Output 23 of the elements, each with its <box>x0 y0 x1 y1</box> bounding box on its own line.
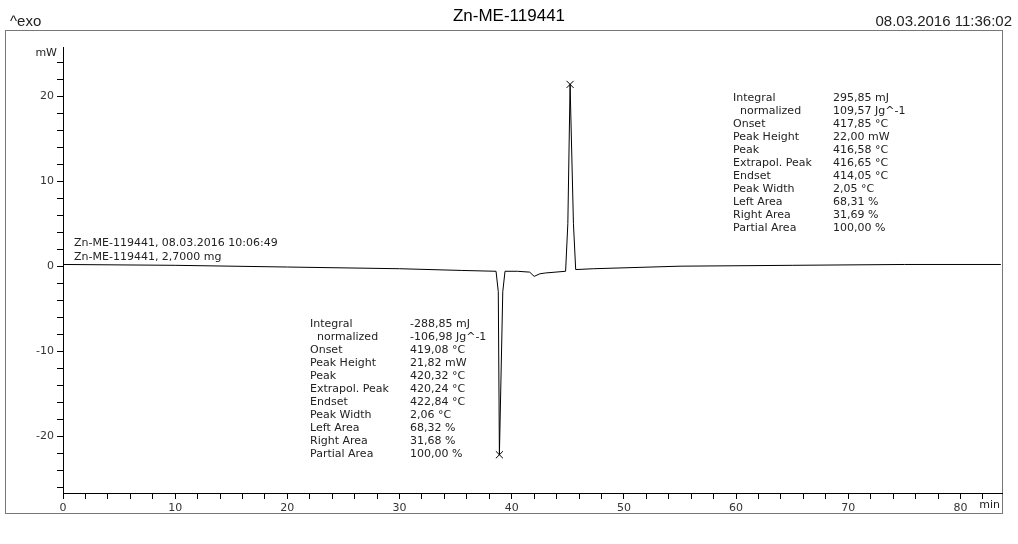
y-tick-label: -20 <box>36 428 54 442</box>
y-tick-label: 20 <box>40 89 54 103</box>
text: Integral 295,85 mJ normalized 109,57 Jg^-1 Onset 417,85 °C Peak Height 22,00 mW Peak 416,58 °C Extrapol. Peak 416,65 °C Endset 414,05 °C Peak Width 2,05 °C Left Area 68,31 % Right Area 31,69 % Partial Area 100,00 % <box>733 90 906 234</box>
x-tick-label: 30 <box>392 501 407 515</box>
text: 08.03.2016 11:36:02 <box>875 12 1012 30</box>
x-tick-label: 0 <box>59 501 67 515</box>
annotation: Zn-ME-119441, 08.03.2016 10:06:49 <box>74 235 278 249</box>
annotation: Zn-ME-119441, 2,7000 mg <box>74 249 222 263</box>
text: ^exo <box>10 12 42 30</box>
text: Integral -288,85 mJ normalized -106,98 Jg^-1 Onset 419,08 °C Peak Height 21,82 mW Peak 420,32 °C Extrapol. Peak 420,24 °C Endset 422,84 °C Peak Width 2,06 °C Left Area 68,32 % Right Area 31,68 % Partial Area 100,00 % <box>310 316 487 460</box>
y-axis-title: mW <box>35 45 58 59</box>
y-tick-label: -10 <box>36 343 54 357</box>
x-tick-label: 80 <box>953 501 968 515</box>
x-tick-label: 70 <box>841 501 856 515</box>
x-axis-title: min <box>979 497 1001 511</box>
chart-title: Zn-ME-119441 <box>452 6 566 25</box>
x-tick-label: 40 <box>504 501 519 515</box>
x-tick-label: 10 <box>168 501 183 515</box>
x-tick-label: 20 <box>280 501 295 515</box>
x-tick-label: 60 <box>729 501 744 515</box>
y-tick-label: 0 <box>47 259 54 273</box>
y-tick-label: 10 <box>40 174 54 188</box>
x-tick-label: 50 <box>616 501 631 515</box>
